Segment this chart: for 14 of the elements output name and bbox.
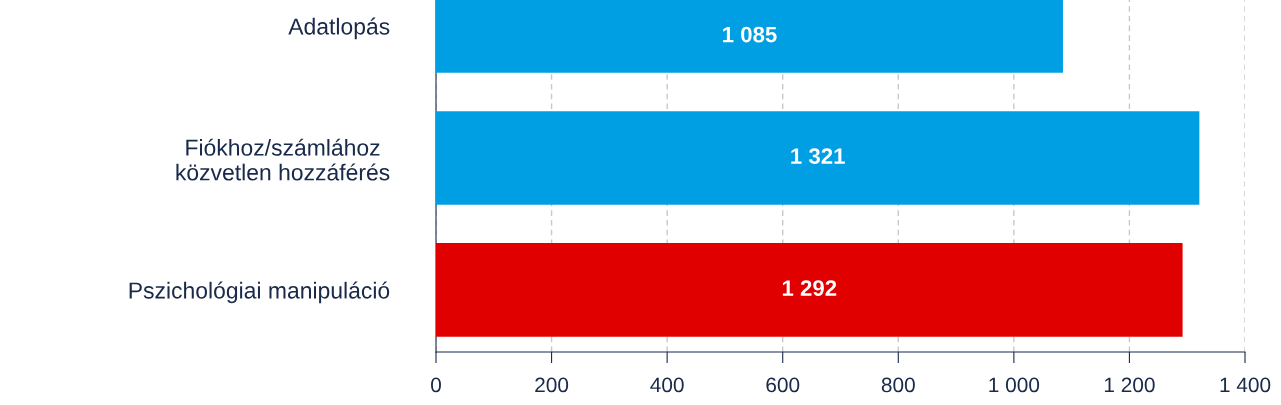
x-tick-label: 400: [650, 377, 684, 393]
x-tick-label: 1 400: [1220, 377, 1271, 393]
data-label: 1 321: [791, 148, 845, 164]
y-tick-label: Pszichológiai manipuláció: [129, 281, 390, 304]
x-tick-label: 200: [535, 377, 569, 393]
y-tick-label: Fiókhoz/számlához közvetlen hozzáférés: [176, 138, 390, 181]
x-tick-label: 0: [431, 377, 441, 393]
x-tick-label: 800: [881, 377, 915, 393]
x-tick-label: 600: [766, 377, 800, 393]
data-label: 1 292: [782, 280, 837, 296]
data-label: 1 085: [723, 26, 777, 43]
x-tick-label: 1 000: [989, 377, 1040, 393]
y-tick-label: Adatlopás: [288, 17, 390, 40]
x-tick-label: 1 200: [1104, 377, 1155, 393]
